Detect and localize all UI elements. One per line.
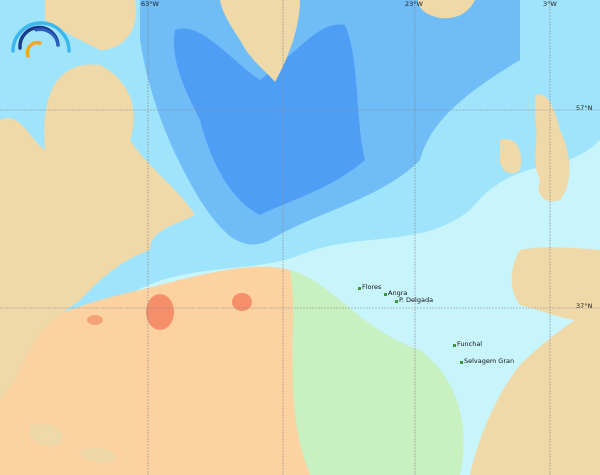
- warm-eddy: [146, 294, 174, 330]
- logo-icon: [11, 21, 71, 58]
- place-ponta-delgada[interactable]: P. Delgada: [395, 296, 433, 304]
- lat-label: 57°N: [576, 104, 593, 112]
- land-greenland: [220, 0, 300, 82]
- warm-zone: [0, 266, 310, 475]
- lat-label: 37°N: [576, 302, 593, 310]
- land-britain: [535, 94, 570, 202]
- lon-label: 63°W: [141, 0, 159, 8]
- lon-label: 3°W: [543, 0, 557, 8]
- land-caribbean: [29, 423, 116, 463]
- land-baffin: [45, 0, 137, 50]
- warm-eddy: [87, 315, 103, 325]
- land-iceland: [418, 0, 475, 19]
- warm-eddy: [232, 293, 252, 311]
- place-selvagem-grande[interactable]: Selvagem Gran: [460, 357, 514, 365]
- land-iberia-africa: [470, 247, 600, 475]
- land-north-america: [0, 64, 195, 400]
- lon-label: 23°W: [405, 0, 423, 8]
- place-funchal[interactable]: Funchal: [453, 340, 482, 348]
- land-ireland: [499, 139, 522, 174]
- deep-blue-zone: [174, 24, 365, 216]
- place-flores[interactable]: Flores: [358, 283, 381, 291]
- place-angra[interactable]: Angra: [384, 289, 407, 297]
- green-zone: [290, 270, 464, 475]
